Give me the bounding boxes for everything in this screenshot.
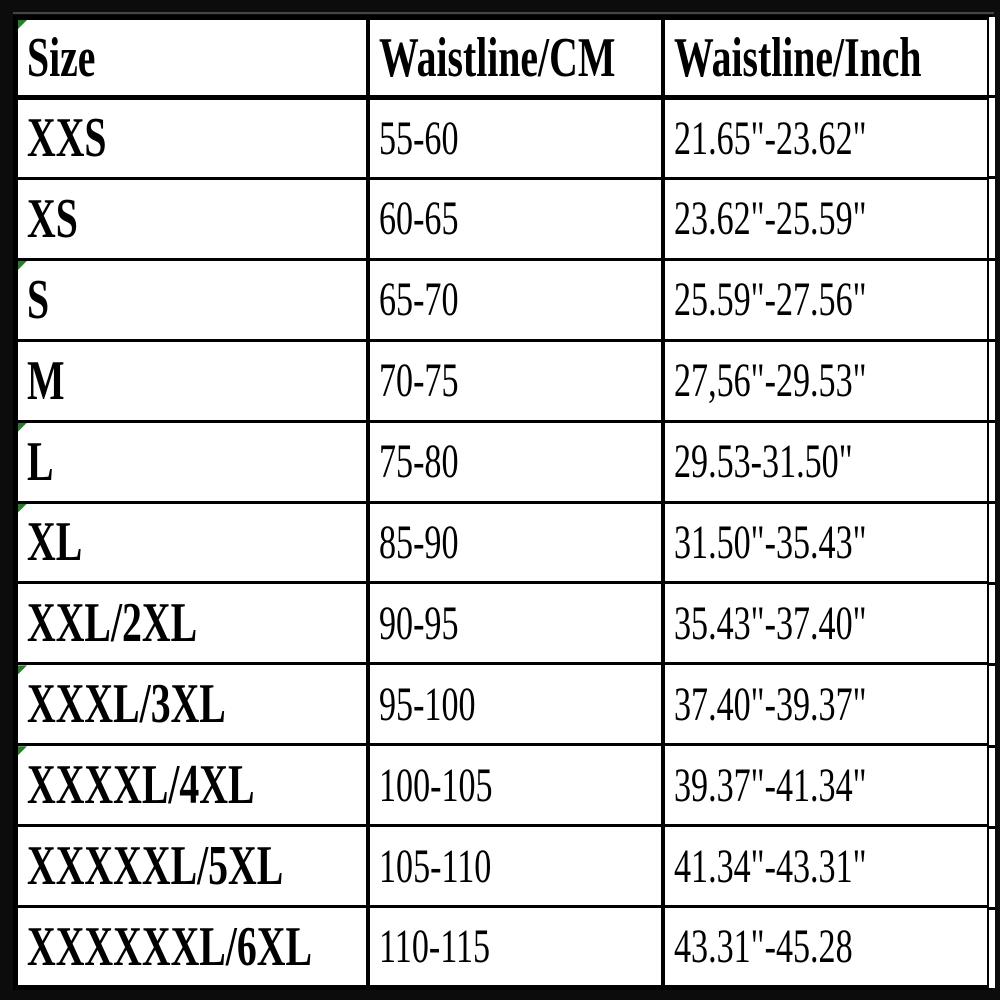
size-cell: S [14,257,369,342]
cm-value: 65-70 [378,273,459,327]
size-cell: XS [14,176,369,261]
cm-value: 70-75 [378,354,459,408]
cell-corner-marker [18,505,27,513]
cm-cell: 90-95 [365,581,664,666]
cm-value: 110-115 [378,920,490,974]
inch-value: 21.65"-23.62" [673,111,867,165]
inch-cell: 29.53-31.50" [660,419,991,504]
inch-cell: 37.40"-39.37" [660,662,991,747]
size-label: L [27,430,54,493]
cm-cell: 95-100 [365,662,664,747]
table-row-xl: XL 85-90 31.50"-35.43" [14,500,991,585]
inch-cell: 43.31"-45.28 [660,905,991,989]
table-row-l: L 75-80 29.53-31.50" [14,419,991,504]
right-edge-sliver [989,17,995,989]
table-row-5xl: XXXXXL/5XL 105-110 41.34"-43.31" [14,824,991,909]
size-label: S [27,268,50,331]
header-cell-waistline-inch: Waistline/Inch [660,16,991,100]
cm-cell: 85-90 [365,500,664,585]
cell-corner-marker [18,20,27,29]
cm-value: 60-65 [378,192,459,246]
header-size-label: Size [27,26,96,89]
cm-cell: 105-110 [365,824,664,909]
size-label: XXXXL/4XL [27,754,255,817]
cm-cell: 65-70 [365,257,664,342]
table-row-xs: XS 60-65 23.62"-25.59" [14,176,991,261]
inch-value: 31.50"-35.43" [673,515,867,569]
cm-value: 105-110 [378,839,491,893]
cm-value: 55-60 [378,111,459,165]
size-chart-table: Size Waistline/CM Waistline/Inch XXS 55-… [13,15,992,990]
cm-cell: 60-65 [365,176,664,261]
size-label: XXS [27,107,107,170]
cm-cell: 110-115 [365,905,664,989]
cell-corner-marker [18,747,27,756]
size-label: XXXXXL/5XL [27,835,284,898]
inch-cell: 25.59"-27.56" [660,257,991,342]
table-row-s: S 65-70 25.59"-27.56" [14,257,991,342]
inch-cell: 27,56"-29.53" [660,338,991,423]
header-cell-size: Size [14,16,369,100]
inch-cell: 21.65"-23.62" [660,96,991,180]
size-label: XL [27,511,83,574]
header-waistline-inch-label: Waistline/Inch [673,26,921,89]
top-hairline [13,12,994,14]
size-cell: XL [14,500,369,585]
cm-value: 85-90 [378,515,459,569]
inch-value: 23.62"-25.59" [673,192,867,246]
inch-value: 27,56"-29.53" [673,354,867,408]
size-label: XS [27,187,78,250]
cm-value: 90-95 [378,596,459,650]
cm-value: 95-100 [378,677,476,731]
header-waistline-cm-label: Waistline/CM [378,26,615,89]
inch-value: 39.37"-41.34" [673,758,867,812]
header-cell-waistline-cm: Waistline/CM [365,16,664,100]
cm-value: 75-80 [378,435,459,489]
inch-cell: 35.43"-37.40" [660,581,991,666]
cm-cell: 75-80 [365,419,664,504]
cm-cell: 70-75 [365,338,664,423]
size-label: XXXXXXL/6XL [27,915,312,978]
cell-corner-marker [18,424,27,432]
inch-cell: 41.34"-43.31" [660,824,991,909]
inch-value: 37.40"-39.37" [673,677,867,731]
inch-value: 41.34"-43.31" [673,839,867,893]
size-cell: XXL/2XL [14,581,369,666]
header-row: Size Waistline/CM Waistline/Inch [14,16,991,100]
inch-value: 35.43"-37.40" [673,596,867,650]
cm-value: 100-105 [378,758,493,812]
table-row-3xl: XXXL/3XL 95-100 37.40"-39.37" [14,662,991,747]
table-row-6xl: XXXXXXL/6XL 110-115 43.31"-45.28 [14,905,991,989]
size-label: XXL/2XL [27,592,198,655]
cm-cell: 55-60 [365,96,664,180]
size-cell: L [14,419,369,504]
inch-value: 43.31"-45.28 [673,920,853,974]
size-cell: XXS [14,96,369,180]
size-label: XXXL/3XL [27,673,226,736]
size-cell: M [14,338,369,423]
inch-cell: 23.62"-25.59" [660,176,991,261]
inch-value: 29.53-31.50" [673,435,853,489]
size-label: M [27,349,65,412]
cell-corner-marker [18,262,27,270]
table-row-m: M 70-75 27,56"-29.53" [14,338,991,423]
cm-cell: 100-105 [365,743,664,828]
size-cell: XXXXL/4XL [14,743,369,828]
inch-value: 25.59"-27.56" [673,273,867,327]
cell-corner-marker [18,666,27,675]
size-cell: XXXXXL/5XL [14,824,369,909]
size-cell: XXXXXXL/6XL [14,905,369,989]
table-row-xxs: XXS 55-60 21.65"-23.62" [14,96,991,180]
inch-cell: 31.50"-35.43" [660,500,991,585]
size-cell: XXXL/3XL [14,662,369,747]
table-row-2xl: XXL/2XL 90-95 35.43"-37.40" [14,581,991,666]
table-row-4xl: XXXXL/4XL 100-105 39.37"-41.34" [14,743,991,828]
inch-cell: 39.37"-41.34" [660,743,991,828]
